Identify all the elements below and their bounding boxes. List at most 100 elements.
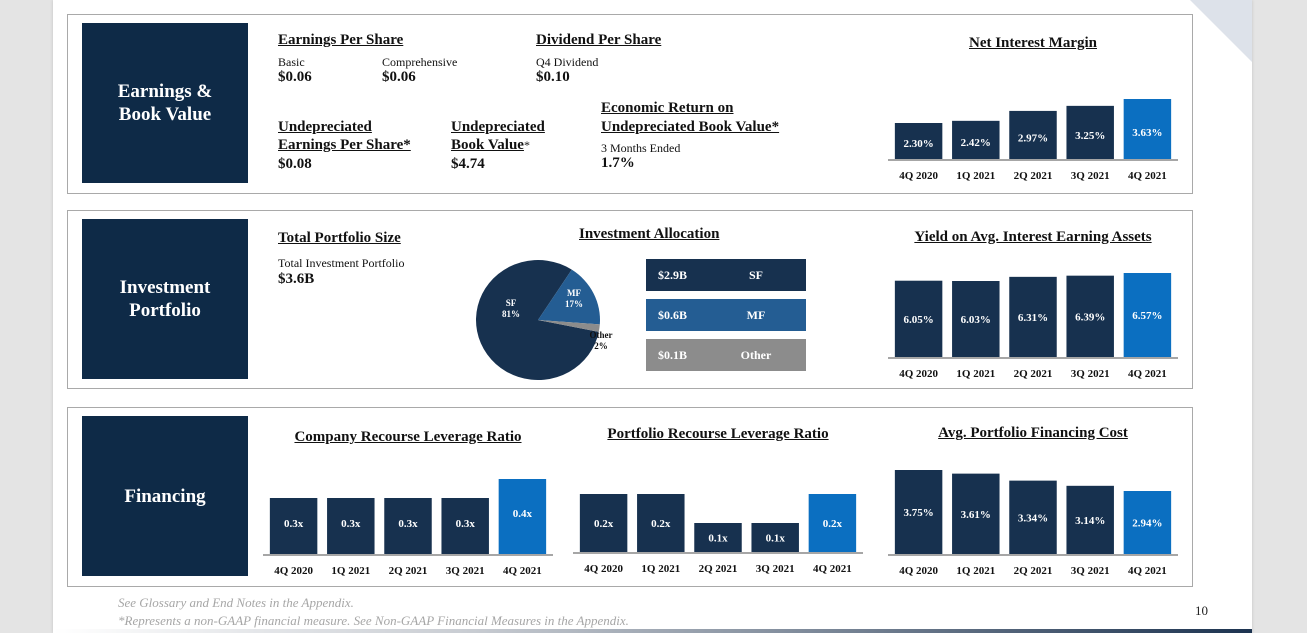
yield-data-label-0: 6.05%: [903, 314, 933, 326]
allocation-other-name: Other: [740, 348, 772, 362]
yield-bar-2: [1009, 276, 1057, 357]
company_lev-data-label-3: 0.3x: [456, 518, 476, 530]
company_lev-data-label-1: 0.3x: [341, 518, 361, 530]
company_lev-bar-4: [498, 479, 547, 554]
nim-bar-3: [1066, 105, 1114, 159]
portfolio_lev-tick-label-4: 4Q 2021: [813, 563, 852, 575]
company_lev-tick-label-4: 4Q 2021: [503, 565, 542, 577]
nim-tick-label-2: 2Q 2021: [1014, 170, 1053, 182]
page-number: 10: [1195, 603, 1208, 618]
nim-tick-label-1: 1Q 2021: [956, 170, 995, 182]
allocation-other-amount: $0.1B: [658, 348, 688, 362]
fin_cost-bar-2: [1009, 480, 1057, 554]
undep-bv-title-text: Book Value: [451, 137, 524, 153]
yield-chart: 6.05% 4Q 2020 6.03% 1Q 2021 6.31% 2Q 2021 6.39…: [888, 263, 1178, 383]
undep-bv-asterisk: *: [523, 138, 530, 152]
allocation-mf-name: MF: [746, 308, 766, 322]
portfolio_lev-tick-label-0: 4Q 2020: [584, 563, 623, 575]
company_lev-bar-2: [384, 498, 432, 554]
eps-basic-label: Basic: [278, 55, 305, 69]
undep-eps-title-1: Undepreciated: [278, 119, 372, 135]
undep-eps-value: $0.08: [278, 156, 312, 172]
yield-chart-title: Yield on Avg. Interest Earning Assets: [914, 229, 1152, 245]
financing-label: Financing: [124, 485, 206, 507]
portfolio_lev-bar-4: [808, 494, 857, 552]
company_lev-bar-3: [441, 498, 489, 554]
allocation-row-other: $0.1B Other: [646, 339, 806, 371]
yield-bar-4: [1123, 273, 1172, 357]
portfolio_lev-bar-3: [751, 523, 799, 552]
yield-bar-3: [1066, 275, 1114, 357]
portfolio_lev-data-label-0: 0.2x: [594, 518, 614, 530]
earnings-label-line1: Earnings &: [117, 81, 213, 102]
yield-tick-label-1: 1Q 2021: [956, 368, 995, 380]
nim-tick-label-3: 3Q 2021: [1071, 170, 1110, 182]
fin-cost-chart: 3.75% 4Q 2020 3.61% 1Q 2021 3.34% 2Q 2021 3.14…: [888, 462, 1178, 580]
portfolio_lev-data-label-3: 0.1x: [766, 533, 786, 545]
portfolio_lev-tick-label-1: 1Q 2021: [641, 563, 680, 575]
dps-title: Dividend Per Share: [536, 32, 662, 48]
portfolio_lev-bar-2: [694, 523, 742, 552]
portfolio_lev-data-label-4: 0.2x: [823, 518, 843, 530]
undep-bv-title-2: Book Value*: [451, 136, 530, 154]
total-portfolio-value: $3.6B: [278, 271, 315, 287]
fin_cost-tick-label-2: 2Q 2021: [1014, 565, 1053, 577]
fin-cost-title: Avg. Portfolio Financing Cost: [938, 425, 1128, 441]
portfolio_lev-data-label-1: 0.2x: [651, 518, 671, 530]
fin_cost-data-label-1: 3.61%: [961, 509, 991, 521]
fin_cost-svg: 3.75% 4Q 2020 3.61% 1Q 2021 3.34% 2Q 2021 3.14…: [888, 470, 1178, 577]
pie-label-pct-other: 2%: [594, 341, 608, 351]
pie-slice-sf: [476, 260, 599, 380]
nim-data-label-1: 2.42%: [961, 137, 991, 149]
slide-page: Earnings & Book Value Earnings Per Share…: [53, 0, 1252, 633]
pie-label-name-other: Other: [590, 330, 613, 340]
econ-return-value: 1.7%: [601, 155, 635, 171]
econ-return-title-2: Undepreciated Book Value*: [601, 119, 780, 135]
pie-label-pct-sf: 81%: [502, 309, 520, 319]
company_lev-tick-label-1: 1Q 2021: [331, 565, 370, 577]
company-lev-chart: 0.3x 4Q 2020 0.3x 1Q 2021 0.3x 2Q 2021 0.3x 3Q …: [263, 468, 553, 580]
nim-bar-2: [1009, 110, 1057, 159]
total-portfolio-title: Total Portfolio Size: [278, 230, 401, 246]
allocation-mf-amount: $0.6B: [658, 308, 688, 322]
eps-basic-value: $0.06: [278, 69, 312, 85]
fin_cost-bar-3: [1066, 485, 1114, 554]
company_lev-tick-label-2: 2Q 2021: [389, 565, 428, 577]
portfolio_lev-tick-label-2: 2Q 2021: [699, 563, 738, 575]
fin_cost-tick-label-4: 4Q 2021: [1128, 565, 1167, 577]
econ-return-period: 3 Months Ended: [601, 141, 681, 155]
pie-slice-mf: [538, 269, 600, 325]
financing-section-label: Financing: [82, 416, 248, 576]
investment-label-line2: Portfolio: [129, 300, 201, 321]
eps-comprehensive-label: Comprehensive: [382, 55, 458, 69]
eps-comprehensive-value: $0.06: [382, 69, 416, 85]
nim-tick-label-0: 4Q 2020: [899, 170, 938, 182]
allocation-pie-chart: SF 81% MF 17% Other 2%: [468, 256, 638, 386]
company_lev-bar-1: [327, 498, 375, 554]
pie-label-name-sf: SF: [506, 298, 517, 308]
portfolio_lev-data-label-2: 0.1x: [708, 533, 728, 545]
company_lev-data-label-4: 0.4x: [513, 508, 533, 520]
company_lev-tick-label-3: 3Q 2021: [446, 565, 485, 577]
undep-bv-value: $4.74: [451, 156, 485, 172]
financing-section: Financing Company Recourse Leverage Rati…: [67, 407, 1193, 587]
nim-svg: 2.30% 4Q 2020 2.42% 1Q 2021 2.97% 2Q 2021 3.25…: [888, 99, 1178, 182]
investment-label-line1: Investment: [119, 277, 211, 298]
eps-title: Earnings Per Share: [278, 32, 404, 48]
undep-bv-title-1: Undepreciated: [451, 119, 545, 135]
company_lev-data-label-2: 0.3x: [398, 518, 418, 530]
nim-chart: 2.30% 4Q 2020 2.42% 1Q 2021 2.97% 2Q 2021 3.25…: [888, 85, 1178, 185]
pie-slice-other: [538, 320, 600, 332]
yield-data-label-3: 6.39%: [1075, 311, 1105, 323]
nim-data-label-0: 2.30%: [903, 138, 933, 150]
fin_cost-bar-0: [894, 470, 943, 554]
yield-data-label-1: 6.03%: [961, 314, 991, 326]
bottom-accent-bar: [53, 629, 1252, 633]
allocation-title: Investment Allocation: [579, 226, 720, 242]
fin_cost-data-label-2: 3.34%: [1018, 512, 1048, 524]
yield-tick-label-2: 2Q 2021: [1014, 368, 1053, 380]
nim-data-label-2: 2.97%: [1018, 132, 1048, 144]
portfolio_lev-bar-1: [637, 494, 685, 552]
fin_cost-data-label-3: 3.14%: [1075, 515, 1105, 527]
